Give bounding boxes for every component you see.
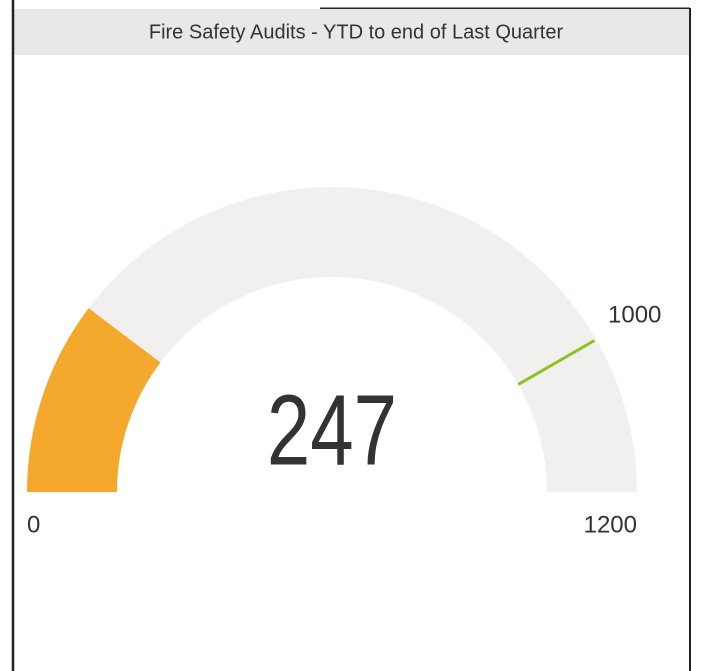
min-label: 0 xyxy=(27,511,40,538)
chart-title: Fire Safety Audits - YTD to end of Last … xyxy=(149,21,564,43)
value-label: 247 xyxy=(267,375,397,487)
target-label: 1000 xyxy=(608,301,661,328)
gauge-track xyxy=(27,187,637,492)
max-label: 1200 xyxy=(584,511,637,538)
title-bar xyxy=(14,9,689,55)
gauge-value xyxy=(27,308,161,492)
gauge-target xyxy=(517,339,596,386)
